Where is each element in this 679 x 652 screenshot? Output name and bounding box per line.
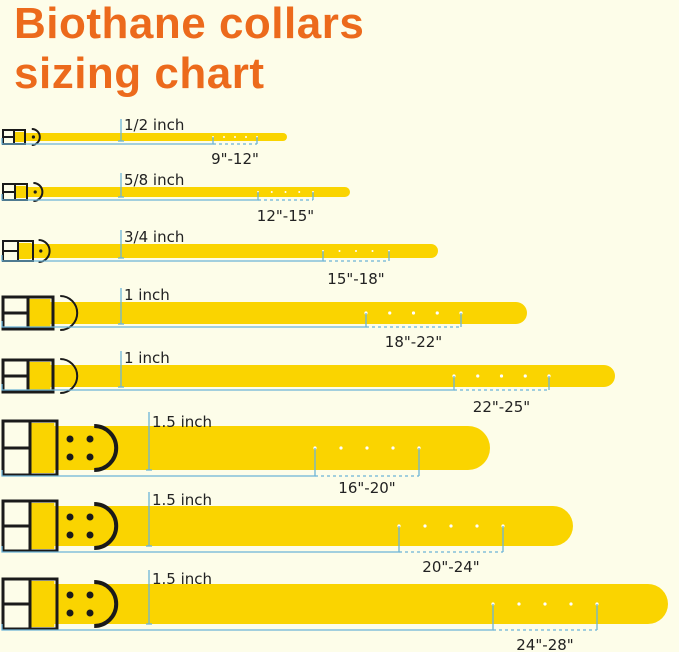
- hole: [476, 374, 480, 378]
- collar-4: 1 inch 18"-22": [1, 286, 527, 351]
- hole: [517, 602, 521, 606]
- hole: [543, 602, 547, 606]
- width-label: 1.5 inch: [152, 491, 212, 509]
- d-ring-icon: [60, 358, 79, 394]
- length-line: [1, 604, 494, 631]
- collar-2: 5/8 inch 12"-15": [1, 171, 350, 225]
- hole: [284, 191, 287, 193]
- strap: [30, 506, 573, 546]
- strap: [14, 133, 287, 141]
- hole: [523, 374, 527, 378]
- rivet: [31, 135, 35, 139]
- hole: [411, 311, 416, 315]
- rivet: [66, 609, 74, 617]
- range-label: 22"-25": [473, 398, 530, 416]
- rivet: [66, 591, 74, 599]
- collar-1: 1/2 inch 9"-12": [1, 116, 287, 168]
- d-ring-icon: [94, 502, 119, 550]
- strap: [15, 187, 350, 197]
- buckle-tongue: [30, 423, 55, 473]
- range-label: 20"-24": [422, 558, 479, 576]
- width-label: 5/8 inch: [124, 171, 184, 189]
- buckle-tongue: [18, 243, 32, 259]
- strap: [18, 244, 438, 258]
- buckle-tongue: [28, 362, 51, 390]
- d-ring-icon: [94, 424, 119, 472]
- rivet: [86, 591, 94, 599]
- length-line: [1, 448, 316, 477]
- collar-8: 1.5 inch 24"-28": [1, 570, 668, 652]
- hole: [270, 191, 273, 193]
- width-label: 1 inch: [124, 286, 170, 304]
- length-line: [1, 137, 214, 145]
- strap: [30, 426, 490, 470]
- width-label: 1/2 inch: [124, 116, 184, 134]
- d-ring-icon: [60, 295, 79, 331]
- hole: [435, 311, 439, 315]
- rivet: [66, 435, 74, 443]
- hole: [298, 191, 301, 193]
- hole: [355, 250, 357, 252]
- range-label: 12"-15": [257, 207, 314, 225]
- length-line: [1, 251, 324, 262]
- collar-3: 3/4 inch 15"-18": [1, 228, 438, 288]
- length-line: [1, 192, 259, 201]
- collar-5: 1 inch 22"-25": [1, 349, 615, 416]
- range-label: 24"-28": [516, 636, 573, 652]
- strap: [28, 365, 615, 387]
- buckle-tongue: [14, 132, 24, 142]
- rivet: [86, 453, 94, 461]
- hole: [338, 250, 341, 252]
- d-ring-icon: [94, 580, 119, 628]
- hole: [223, 136, 225, 138]
- strap: [30, 584, 668, 624]
- rivet: [66, 531, 74, 539]
- range-label: 15"-18": [327, 270, 384, 288]
- hole: [365, 446, 369, 450]
- hole: [499, 374, 504, 378]
- range-label: 9"-12": [211, 150, 259, 168]
- collar-6: 1.5 inch 16"-20": [1, 412, 490, 497]
- buckle-tongue: [30, 503, 55, 549]
- hole: [371, 250, 374, 252]
- hole: [569, 602, 573, 606]
- width-label: 1.5 inch: [152, 570, 212, 588]
- range-label: 16"-20": [338, 479, 395, 497]
- collar-7: 1.5 inch 20"-24": [1, 491, 573, 576]
- hole: [234, 136, 236, 138]
- hole: [423, 524, 427, 528]
- length-line: [1, 313, 367, 328]
- hole: [245, 136, 247, 138]
- rivet: [86, 609, 94, 617]
- buckle-tongue: [28, 299, 51, 327]
- hole: [449, 524, 453, 528]
- range-label: 18"-22": [385, 333, 442, 351]
- hole: [388, 311, 392, 315]
- title-line-1: Biothane collars: [14, 0, 365, 48]
- rivet: [86, 531, 94, 539]
- hole: [339, 446, 343, 450]
- width-label: 1 inch: [124, 349, 170, 367]
- title-line-2: sizing chart: [14, 49, 265, 98]
- hole: [475, 524, 479, 528]
- hole: [391, 446, 395, 450]
- length-line: [1, 376, 455, 391]
- width-label: 1.5 inch: [152, 413, 212, 431]
- rivet: [33, 190, 37, 194]
- rivet: [86, 435, 94, 443]
- rivet: [66, 453, 74, 461]
- strap: [28, 302, 527, 324]
- rivet: [66, 513, 74, 521]
- rivet: [39, 249, 43, 253]
- buckle-tongue: [30, 581, 55, 627]
- buckle-tongue: [15, 186, 26, 198]
- length-line: [1, 526, 400, 553]
- width-label: 3/4 inch: [124, 228, 184, 246]
- rivet: [86, 513, 94, 521]
